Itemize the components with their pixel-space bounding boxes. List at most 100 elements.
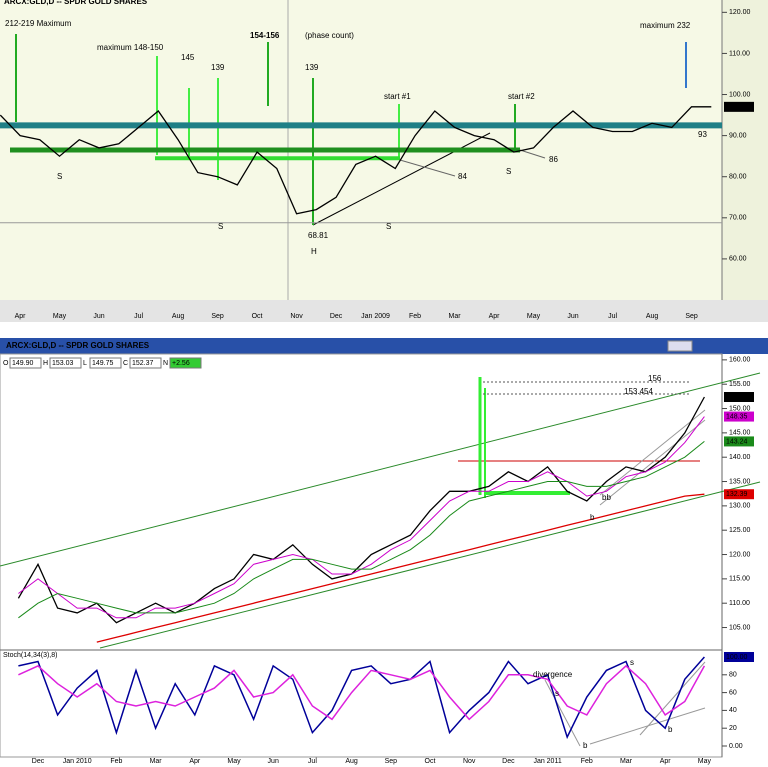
- y-tick-label: 70.00: [729, 215, 747, 222]
- value-label: 143.24: [726, 438, 748, 445]
- quote-name: O: [3, 360, 9, 367]
- x-tick-label: Apr: [660, 758, 672, 765]
- quote-box: [9, 357, 42, 369]
- x-tick-label: May: [698, 758, 712, 765]
- value-label: 97.00: [726, 104, 744, 111]
- y-tick-label: 60.00: [729, 256, 747, 263]
- y-tick-label: 90.00: [729, 132, 747, 139]
- y-tick-label: 150.00: [729, 405, 751, 412]
- y-tick-label: 105.00: [729, 624, 751, 631]
- series-line: [18, 664, 706, 721]
- chart-title: ARCX:GLD,D -- SPDR GOLD SHARES: [6, 341, 150, 350]
- annotation: start #1: [384, 92, 411, 101]
- quote-box: [129, 357, 162, 369]
- y-tick-label: 115.00: [729, 576, 750, 583]
- x-tick-label: Oct: [425, 758, 436, 765]
- x-tick-label: Mar: [150, 758, 163, 765]
- x-tick-label: Jul: [608, 313, 617, 320]
- trend-line: [544, 679, 581, 747]
- series-line: [96, 493, 705, 643]
- annotation: s: [630, 658, 634, 667]
- annotation: 86: [549, 155, 558, 164]
- x-tick-label: Sep: [211, 313, 224, 320]
- x-tick-label: Jun: [93, 313, 104, 320]
- y-tick-label: 60: [729, 689, 737, 696]
- x-tick-label: Nov: [290, 313, 303, 320]
- quote-value: 152.37: [132, 360, 154, 367]
- annotation: b: [590, 513, 595, 522]
- annotation: 68.81: [308, 231, 329, 240]
- x-tick-label: Jul: [134, 313, 143, 320]
- x-tick-label: Dec: [330, 313, 343, 320]
- y-tick-label: 125.00: [729, 527, 751, 534]
- value-label: 152.37: [726, 394, 748, 401]
- pointer: [519, 149, 546, 159]
- annotation: S: [218, 222, 223, 231]
- y-tick-label: 20: [729, 725, 737, 732]
- quote-name: L: [83, 360, 87, 367]
- x-tick-label: May: [227, 758, 241, 765]
- annotation: s: [555, 689, 559, 698]
- x-tick-label: Jun: [268, 758, 279, 765]
- x-tick-label: Apr: [15, 313, 27, 320]
- x-tick-label: Apr: [189, 758, 201, 765]
- x-tick-label: Jun: [567, 313, 578, 320]
- bottom-plot: [0, 353, 723, 758]
- x-tick-label: Feb: [110, 758, 122, 765]
- value-box: [724, 489, 754, 500]
- annotation: S: [57, 172, 62, 181]
- y-tick-label: 110.00: [729, 50, 750, 57]
- quote-box: [49, 357, 82, 369]
- annotation: S: [386, 222, 391, 231]
- x-tick-label: Dec: [502, 758, 515, 765]
- series-line: [18, 441, 705, 619]
- quote-value: 149.90: [12, 360, 34, 367]
- annotation: 212-219 Maximum: [5, 19, 72, 28]
- trend-line: [639, 661, 706, 736]
- x-tick-label: Nov: [463, 758, 476, 765]
- chart-title: ARCX:GLD,D -- SPDR GOLD SHARES: [4, 0, 148, 6]
- y-tick-label: 135.00: [729, 478, 751, 485]
- x-tick-label: Sep: [385, 758, 398, 765]
- quote-value: 153.03: [52, 360, 74, 367]
- annotation: maximum 148-150: [97, 43, 164, 52]
- x-tick-label: Dec: [32, 758, 45, 765]
- x-tick-label: Aug: [172, 313, 185, 320]
- quote-name: C: [123, 360, 128, 367]
- annotation: 145: [181, 53, 195, 62]
- quote-name: H: [43, 360, 48, 367]
- quote-value: 149.75: [92, 360, 114, 367]
- x-tick-label: May: [527, 313, 541, 320]
- y-tick-label: 130.00: [729, 503, 751, 510]
- annotation: H: [311, 247, 317, 256]
- sym-button[interactable]: [667, 340, 693, 352]
- annotation: 156: [648, 374, 662, 383]
- y-tick-label: 0.00: [729, 743, 743, 750]
- x-tick-label: Sep: [685, 313, 698, 320]
- x-tick-label: Jul: [308, 758, 317, 765]
- annotation: S: [506, 167, 511, 176]
- y-tick-label: 155.00: [729, 381, 751, 388]
- annotation: b: [583, 741, 588, 750]
- x-tick-label: Feb: [581, 758, 593, 765]
- y-tick-label: 140.00: [729, 454, 751, 461]
- trend-line: [599, 409, 706, 496]
- value-label: 132.39: [726, 491, 748, 498]
- top-date-strip: [0, 300, 768, 322]
- annotation: maximum 232: [640, 21, 691, 30]
- y-tick-label: 110.00: [729, 600, 750, 607]
- y-tick-label: 120.00: [729, 9, 751, 16]
- x-tick-label: Jan 2011: [533, 758, 561, 765]
- series-line: [18, 656, 705, 740]
- channel-upper: [0, 372, 761, 567]
- value-label: 100.00: [726, 654, 748, 661]
- x-tick-label: May: [53, 313, 67, 320]
- trend-line: [599, 419, 706, 506]
- value-box: [724, 411, 754, 422]
- value-box: [724, 652, 754, 662]
- x-tick-label: Feb: [409, 313, 421, 320]
- top-axis-area: [722, 0, 768, 300]
- window-header: [0, 338, 768, 354]
- value-box: [724, 436, 754, 447]
